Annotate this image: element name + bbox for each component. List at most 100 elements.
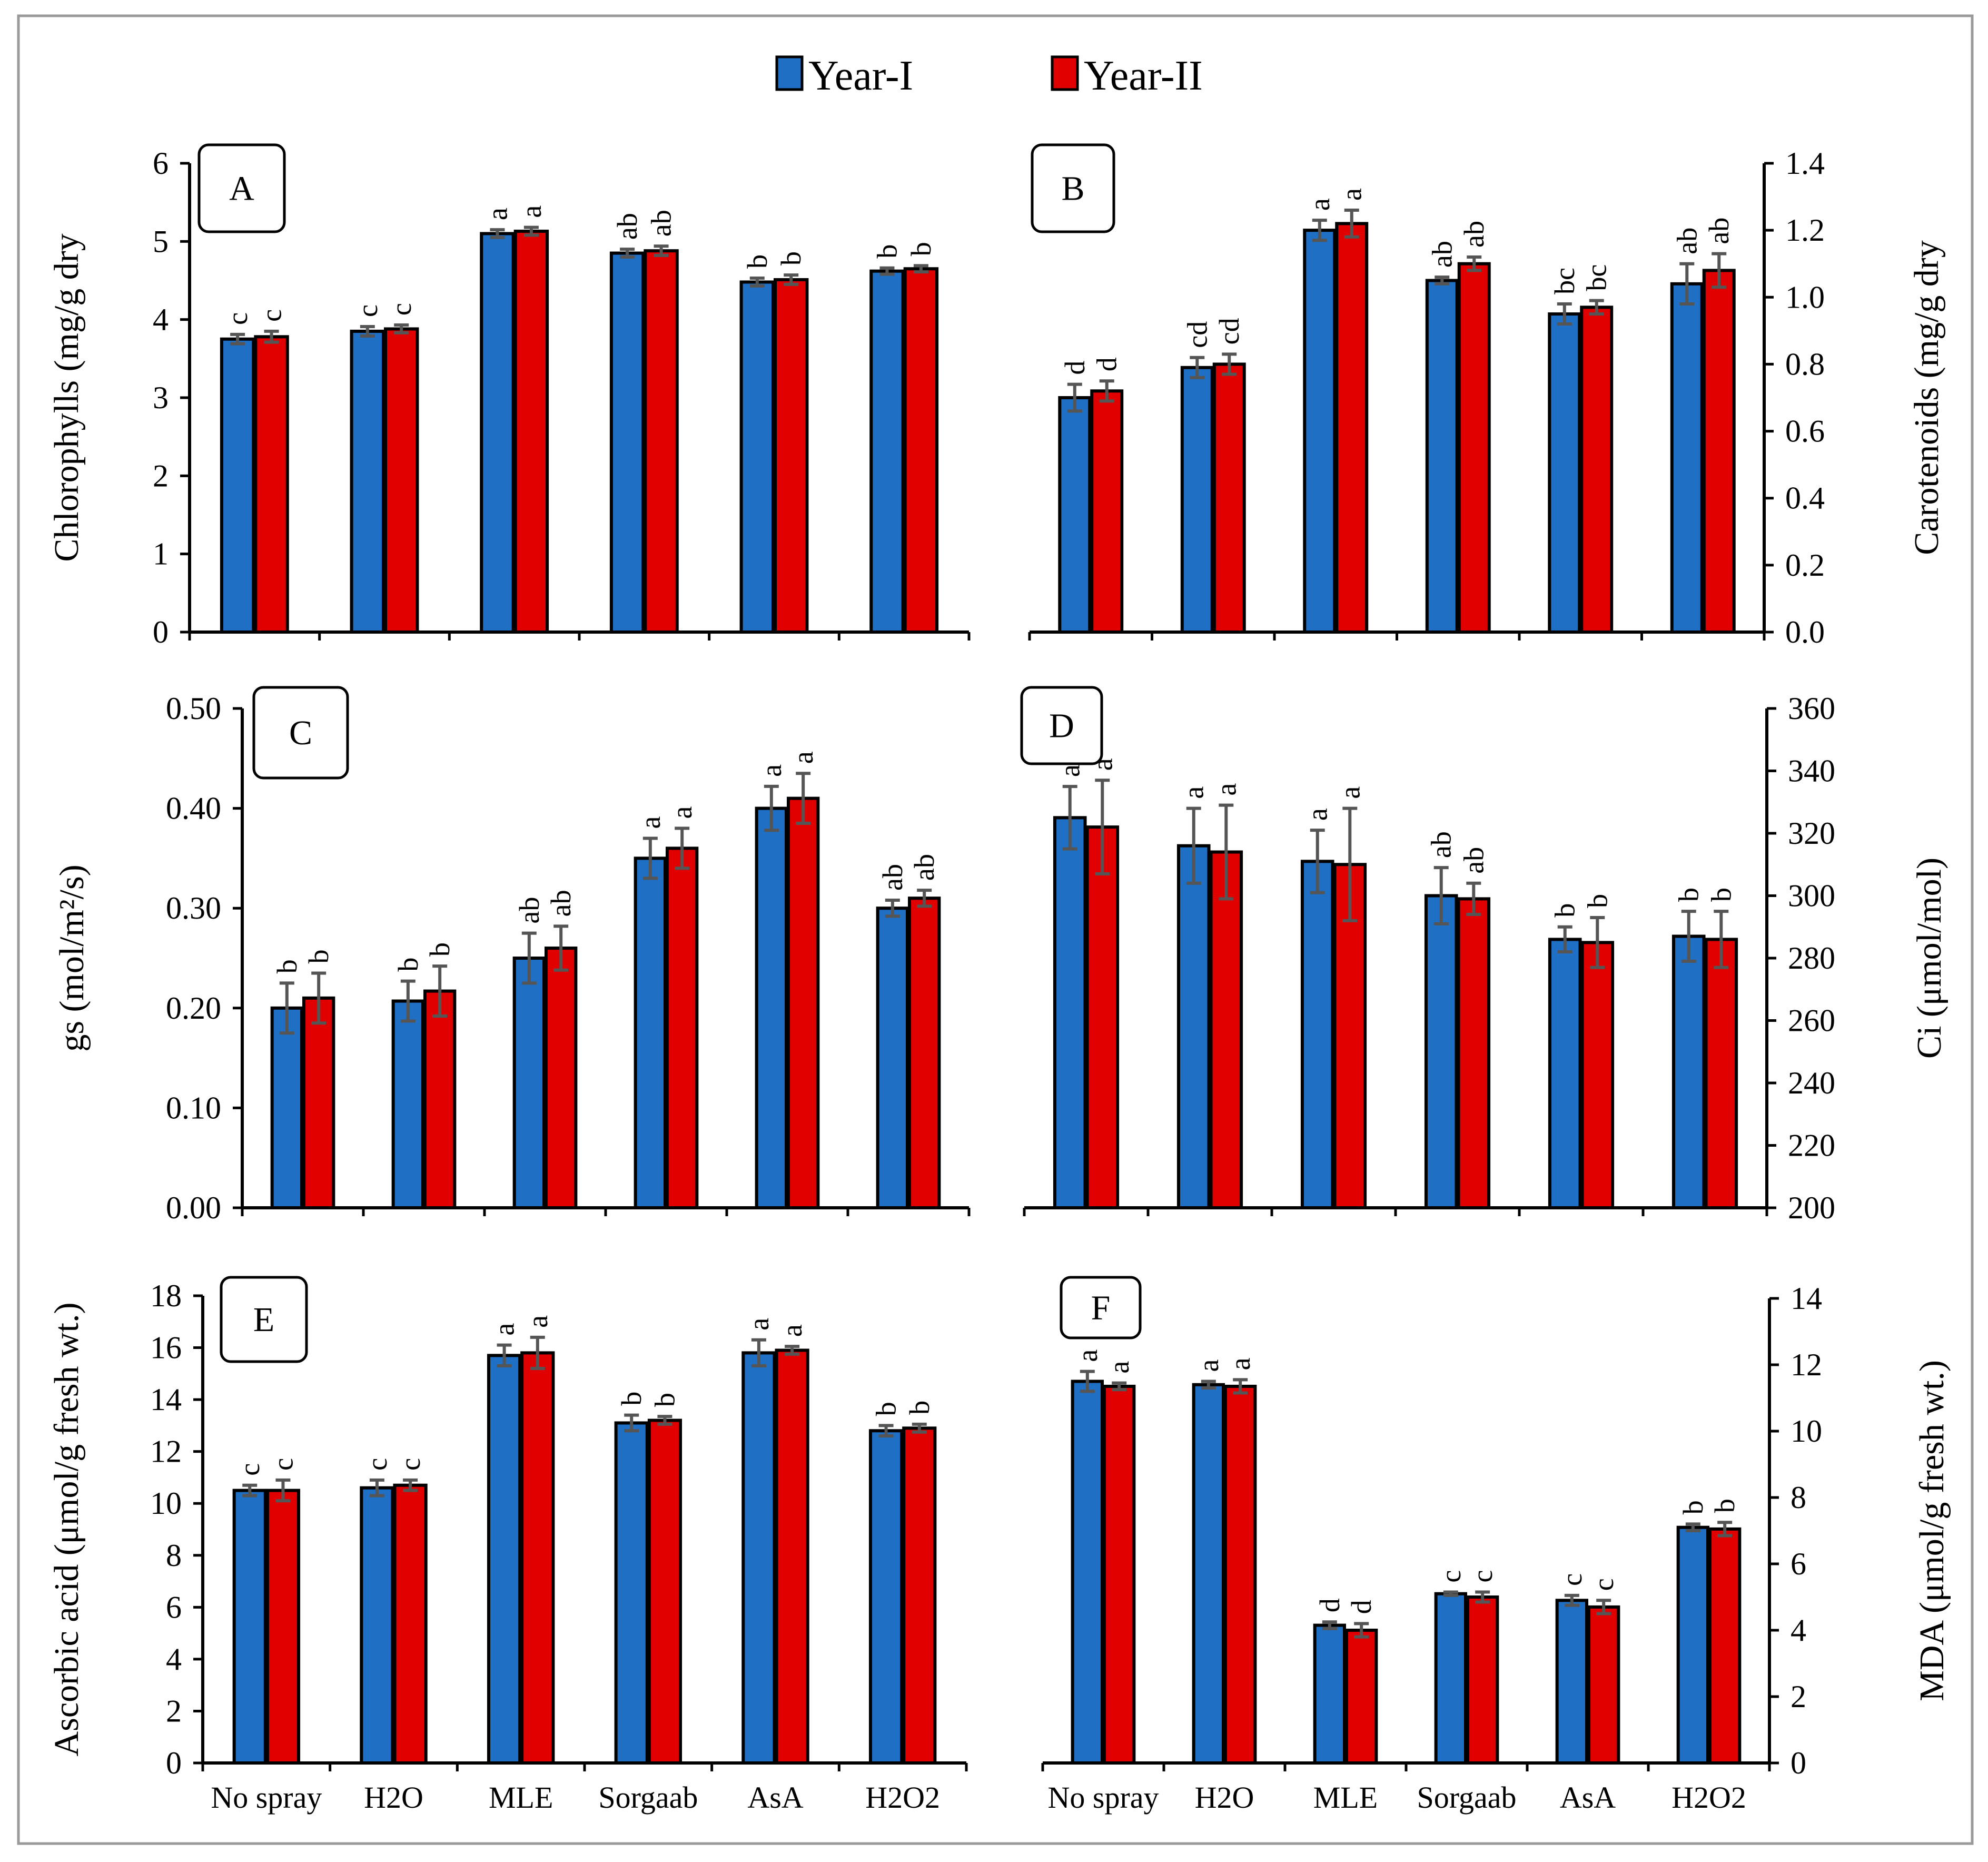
error-bar <box>1712 252 1727 289</box>
y-tick-label: 0 <box>153 615 169 649</box>
error-bar <box>523 225 539 237</box>
error-bar <box>400 979 416 1023</box>
error-bar <box>796 772 811 825</box>
y-tick-label: 0.40 <box>166 791 221 826</box>
error-bar <box>1222 352 1237 376</box>
bar-year-1 <box>1176 844 1211 1209</box>
significance-letter: a <box>1302 808 1333 821</box>
significance-letter: ab <box>908 854 940 881</box>
y-tick-label: 10 <box>150 1486 182 1521</box>
significance-letter: b <box>271 959 303 973</box>
y-axis-title: Carotenoids (mg/g dry <box>1907 240 1946 555</box>
figure-frame <box>17 14 1974 1845</box>
legend-swatch-year-2 <box>1051 55 1079 91</box>
y-tick-label: 6 <box>153 146 169 181</box>
y-axis-title: gs (mol/m²/s) <box>53 864 91 1051</box>
significance-letter: a <box>743 1318 775 1331</box>
significance-letter: a <box>1193 1359 1224 1372</box>
bar-year-1 <box>609 251 645 634</box>
significance-letter: a <box>756 764 787 777</box>
error-bar <box>1596 1599 1611 1615</box>
error-bar <box>1557 302 1572 326</box>
bar-year-2 <box>787 796 820 1209</box>
bar-year-2 <box>1580 306 1614 634</box>
bar-year-2 <box>254 335 289 634</box>
bar-year-1 <box>350 329 385 634</box>
legend-label-year-1: Year-I <box>808 53 913 99</box>
bar-year-1 <box>1671 934 1706 1209</box>
significance-letter: c <box>256 309 288 322</box>
error-bar <box>530 1335 545 1370</box>
significance-letter: a <box>776 1324 808 1337</box>
bar-year-2 <box>1587 1605 1620 1765</box>
error-bar <box>1681 910 1696 963</box>
error-bar <box>751 1338 766 1368</box>
y-tick-label: 1.2 <box>1785 213 1825 248</box>
error-bar <box>279 981 294 1035</box>
error-bar <box>1443 1590 1458 1597</box>
bar-year-1 <box>1053 816 1087 1209</box>
significance-letter: cd <box>1181 321 1213 348</box>
bar-year-2 <box>1345 1629 1378 1765</box>
x-tick-label: No spray <box>211 1780 322 1815</box>
significance-letter: bc <box>1581 264 1613 291</box>
y-tick-label: 360 <box>1788 691 1835 726</box>
bar-year-2 <box>1702 269 1736 634</box>
y-tick-label: 2 <box>153 458 169 493</box>
error-bar <box>1344 209 1359 239</box>
significance-letter: b <box>1581 894 1613 908</box>
bar-year-2 <box>393 1483 428 1765</box>
bar-year-1 <box>487 1354 522 1765</box>
bar-year-1 <box>360 1486 394 1765</box>
significance-letter: a <box>1210 783 1242 796</box>
error-bar <box>1685 1522 1700 1532</box>
bar-year-1 <box>391 999 425 1209</box>
x-tick-label: Sorgaab <box>598 1780 698 1815</box>
error-bar <box>1342 806 1358 922</box>
significance-letter: b <box>871 1402 902 1416</box>
y-tick-label: 6 <box>1791 1546 1806 1581</box>
significance-letter: b <box>1705 888 1737 902</box>
x-tick-label: AsA <box>1560 1780 1616 1815</box>
bar-year-2 <box>302 996 335 1209</box>
significance-letter: b <box>871 244 903 259</box>
bar-year-2 <box>265 1489 301 1765</box>
significance-letter: ab <box>611 213 643 240</box>
significance-letter: b <box>649 1393 680 1407</box>
bar-year-1 <box>220 337 255 634</box>
bar-year-1 <box>1670 282 1704 634</box>
significance-letter: c <box>361 1458 393 1471</box>
significance-letter: b <box>303 949 334 963</box>
bar-year-2 <box>1212 362 1246 634</box>
significance-letter: ab <box>646 210 677 237</box>
error-bar <box>1310 829 1325 894</box>
error-bar <box>654 244 669 258</box>
error-bar <box>1080 1370 1095 1393</box>
y-tick-label: 220 <box>1788 1128 1835 1163</box>
significance-letter: a <box>489 1323 520 1336</box>
error-bar <box>1714 910 1729 969</box>
bar-year-2 <box>1704 938 1738 1209</box>
bar-year-1 <box>1676 1525 1709 1765</box>
bar-year-1 <box>512 957 546 1209</box>
bar-year-2 <box>545 947 578 1210</box>
panel-label-box <box>197 143 286 233</box>
bar-year-2 <box>1085 825 1120 1209</box>
y-tick-label: 2 <box>1791 1679 1806 1714</box>
x-tick-label: H2O <box>364 1780 423 1815</box>
y-tick-label: 240 <box>1788 1066 1835 1100</box>
significance-letter: d <box>1346 1600 1377 1614</box>
error-bar <box>917 889 932 908</box>
x-tick-label: MLE <box>1313 1780 1378 1815</box>
y-tick-label: 0.20 <box>166 991 221 1026</box>
significance-letter: a <box>635 816 666 829</box>
y-tick-label: 2 <box>166 1693 182 1728</box>
y-tick-label: 280 <box>1788 941 1835 976</box>
error-bar <box>1322 1620 1337 1630</box>
significance-letter: c <box>385 303 417 316</box>
y-tick-label: 0.0 <box>1785 615 1825 649</box>
